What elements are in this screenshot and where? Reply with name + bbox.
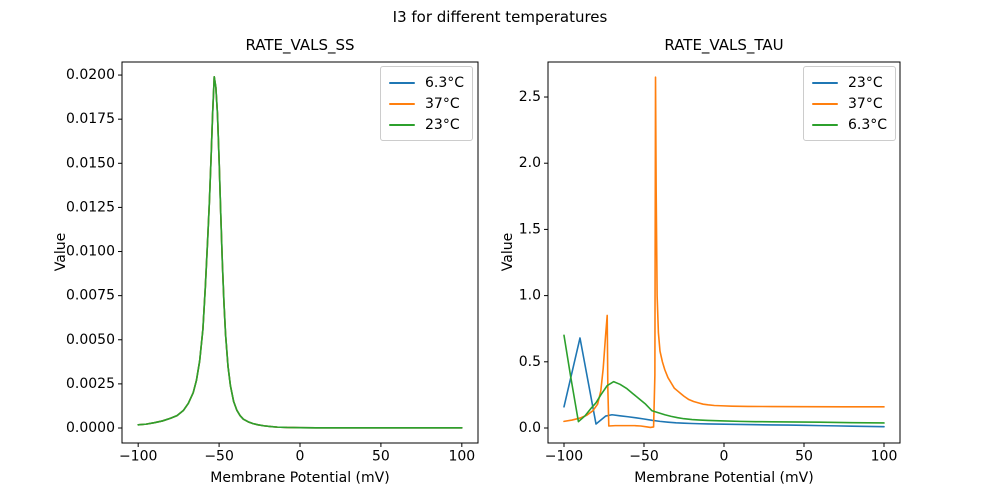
- series-line-6.3°C: [563, 334, 885, 424]
- axes-rate-vals-ss: −100 −50 0 50 100 0.0000 0.0025 0.0050 0.0075 0.0…: [66, 61, 479, 465]
- y-tick-label: 1.0: [519, 288, 541, 304]
- legend-item: 37°C: [812, 93, 887, 114]
- legend-line-swatch: [812, 81, 838, 84]
- x-tick-label: 100: [448, 449, 475, 465]
- left-plot-title: RATE_VALS_SS: [245, 36, 355, 54]
- legend-label: 6.3°C: [425, 74, 465, 91]
- legend-label: 37°C: [848, 95, 883, 112]
- y-tick-label: 0.0000: [66, 420, 115, 436]
- legend-rate-vals-tau: 23°C 37°C 6.3°C: [803, 66, 897, 141]
- y-tick-label: 0.0125: [66, 199, 115, 215]
- y-tick-label: 0.0200: [66, 67, 115, 83]
- legend-item: 23°C: [389, 114, 464, 135]
- y-tick-label: 0.0025: [66, 376, 115, 392]
- right-plot-title: RATE_VALS_TAU: [664, 36, 784, 54]
- x-tick-label: 50: [372, 449, 390, 465]
- plot-spines: [121, 61, 479, 444]
- x-tick-label: −50: [204, 449, 234, 465]
- x-tick-label: 0: [720, 449, 729, 465]
- legend-item: 6.3°C: [812, 114, 887, 135]
- x-tick-label: −50: [629, 449, 659, 465]
- series-line-23°C: [137, 76, 463, 429]
- legend-item: 37°C: [389, 93, 464, 114]
- legend-item: 6.3°C: [389, 72, 464, 93]
- legend-line-swatch: [812, 123, 838, 126]
- y-tick-label: 0.0175: [66, 111, 115, 127]
- right-y-axis-label: Value: [500, 232, 516, 272]
- legend-label: 23°C: [425, 116, 460, 133]
- legend-rate-vals-ss: 6.3°C 37°C 23°C: [380, 66, 474, 141]
- legend-item: 23°C: [812, 72, 887, 93]
- y-tick-label: 0.0150: [66, 155, 115, 171]
- left-x-axis-label: Membrane Potential (mV): [210, 470, 390, 486]
- legend-label: 6.3°C: [848, 116, 888, 133]
- legend-line-swatch: [812, 102, 838, 105]
- y-tick-label: 2.0: [519, 155, 541, 171]
- legend-line-swatch: [389, 102, 415, 105]
- y-tick-label: 1.5: [519, 221, 541, 237]
- x-tick-label: −100: [119, 449, 157, 465]
- left-y-axis-label: Value: [53, 232, 69, 272]
- legend-line-swatch: [389, 81, 415, 84]
- x-tick-label: −100: [545, 449, 583, 465]
- x-tick-label: 0: [296, 449, 305, 465]
- legend-label: 23°C: [848, 74, 883, 91]
- series-line-37°C: [563, 76, 885, 429]
- y-tick-label: 0.0075: [66, 288, 115, 304]
- y-tick-label: 0.5: [519, 354, 541, 370]
- axes-rate-vals-tau: −100 −50 0 50 100 0.0 0.5 1.0 1.5 2.0 2.5: [519, 61, 901, 465]
- y-tick-label: 0.0100: [66, 244, 115, 260]
- plot-spines: [547, 61, 901, 444]
- right-x-axis-label: Membrane Potential (mV): [634, 470, 814, 486]
- x-tick-label: 100: [871, 449, 898, 465]
- series-line-23°C: [563, 337, 885, 428]
- y-tick-label: 0.0: [519, 420, 541, 436]
- legend-label: 37°C: [425, 95, 460, 112]
- y-tick-label: 2.5: [519, 89, 541, 105]
- figure-title: I3 for different temperatures: [392, 8, 608, 26]
- y-tick-label: 0.0050: [66, 332, 115, 348]
- legend-line-swatch: [389, 123, 415, 126]
- x-tick-label: 50: [795, 449, 813, 465]
